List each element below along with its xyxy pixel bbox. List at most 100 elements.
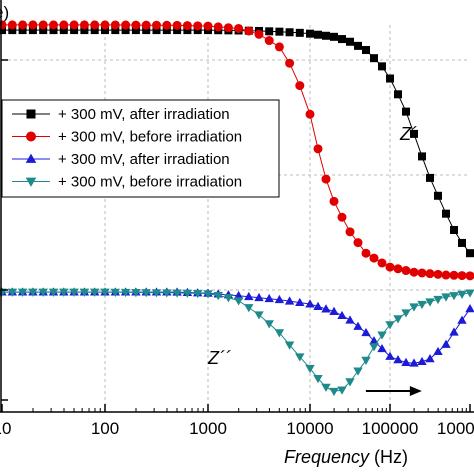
- data-point: [254, 29, 264, 39]
- data-point: [59, 20, 69, 30]
- data-point: [425, 298, 435, 307]
- data-point: [28, 20, 38, 30]
- data-point: [274, 294, 285, 304]
- data-point: [38, 20, 48, 30]
- data-point: [321, 304, 331, 313]
- data-point: [442, 209, 450, 218]
- legend-label: + 300 mV, before irradiation: [58, 174, 242, 191]
- data-point: [369, 343, 379, 352]
- legend[interactable]: + 300 mV, after irradiation + 300 mV, bef…: [1, 99, 280, 198]
- data-point: [313, 375, 323, 384]
- data-point: [275, 27, 284, 36]
- data-point: [337, 310, 347, 320]
- arrow-head: [409, 386, 422, 396]
- data-point: [377, 258, 387, 268]
- legend-label: + 300 mV, after irradiation: [58, 151, 230, 168]
- series-line: [2, 291, 471, 392]
- series-line: [2, 291, 471, 364]
- data-point: [90, 26, 99, 35]
- data-point: [401, 309, 411, 318]
- data-point: [39, 26, 48, 35]
- data-point: [409, 267, 419, 277]
- data-point: [401, 266, 411, 276]
- annotations: Z´ Z´´: [207, 124, 422, 396]
- data-point: [426, 173, 434, 182]
- legend-item[interactable]: + 300 mV, before irradiation: [12, 129, 242, 146]
- data-point: [321, 174, 331, 184]
- data-point: [361, 356, 371, 366]
- data-point: [254, 311, 264, 320]
- data-point: [265, 27, 274, 36]
- data-point: [329, 306, 339, 315]
- data-point: [433, 295, 443, 305]
- data-point: [449, 270, 459, 280]
- data-point: [244, 26, 254, 36]
- data-point: [458, 238, 466, 247]
- data-point: [329, 387, 339, 397]
- data-point: [449, 292, 459, 301]
- data-point: [7, 288, 18, 297]
- legend-item[interactable]: + 300 mV, before irradiation: [12, 174, 242, 191]
- data-point: [385, 321, 395, 330]
- data-point: [465, 271, 474, 281]
- data-point: [182, 289, 193, 298]
- data-point: [295, 28, 304, 37]
- data-point: [285, 58, 295, 68]
- data-point: [59, 26, 68, 35]
- data-point: [152, 26, 161, 35]
- data-point: [223, 294, 234, 303]
- data-point: [305, 299, 315, 308]
- data-point: [353, 367, 363, 376]
- data-point: [141, 20, 151, 30]
- data-point: [234, 23, 244, 33]
- data-point: [49, 20, 58, 30]
- legend-item[interactable]: + 300 mV, after irradiation: [12, 151, 230, 168]
- data-point: [457, 315, 467, 324]
- series-2: [0, 20, 474, 281]
- data-point: [378, 62, 386, 71]
- data-point: [361, 248, 371, 258]
- data-point: [162, 26, 171, 35]
- data-point: [345, 227, 355, 237]
- data-point: [370, 54, 378, 63]
- data-point: [353, 321, 363, 330]
- annotation-z-prime: Z´: [399, 124, 417, 144]
- data-point: [409, 303, 419, 312]
- data-point: [338, 35, 346, 44]
- data-point: [441, 293, 451, 302]
- data-point: [393, 264, 403, 274]
- data-point: [285, 28, 294, 37]
- legend-item[interactable]: + 300 mV, after irradiation: [12, 106, 230, 123]
- data-point: [203, 21, 213, 31]
- data-point: [345, 378, 355, 387]
- data-point: [100, 288, 110, 297]
- data-point: [79, 288, 90, 297]
- data-point: [393, 315, 403, 324]
- data-point: [110, 288, 121, 297]
- data-point: [244, 291, 254, 301]
- data-point: [369, 253, 379, 263]
- data-point: [354, 41, 362, 50]
- data-point: [313, 144, 323, 154]
- data-point: [377, 343, 387, 353]
- x-axis-label-name: Frequency: [284, 447, 374, 467]
- data-point: [386, 74, 394, 83]
- x-tick-label: 1000: [189, 419, 227, 438]
- x-tick-label: 100: [91, 419, 119, 438]
- data-point: [17, 288, 28, 297]
- annotation-z-double-prime: Z´´: [207, 348, 231, 368]
- data-point: [172, 289, 182, 298]
- data-point: [121, 20, 131, 30]
- legend-marker: [26, 131, 36, 142]
- data-point: [314, 30, 322, 39]
- data-point: [322, 31, 330, 40]
- data-point: [284, 341, 295, 350]
- data-point: [441, 339, 451, 348]
- data-point: [79, 20, 89, 30]
- grid: [2, 25, 470, 412]
- data-point: [274, 329, 285, 338]
- legend-label: + 300 mV, after irradiation: [58, 106, 230, 123]
- data-point: [433, 269, 443, 279]
- data-point: [69, 288, 79, 297]
